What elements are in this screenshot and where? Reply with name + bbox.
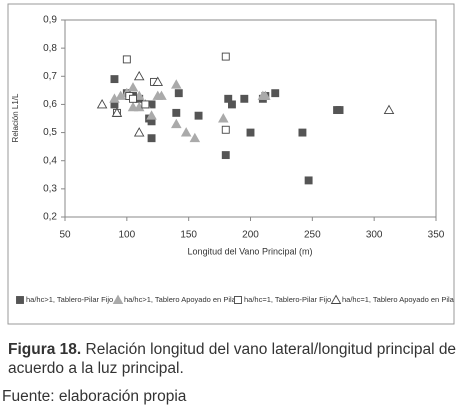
x-tick-label: 150	[180, 230, 197, 241]
point	[227, 100, 236, 109]
caption: Figura 18. Relación longitud del vano la…	[8, 340, 460, 378]
legend-marker	[234, 296, 242, 304]
legend-label: ha/hc=1, Tablero-Pilar Fijo	[244, 295, 331, 304]
y-tick-label: 0,5	[43, 127, 57, 138]
legend-label: ha/hc>1, Tablero Apoyado en Pila	[124, 295, 237, 304]
point	[221, 52, 230, 61]
y-tick-label: 0,7	[43, 71, 57, 82]
caption-label: Figura 18.	[8, 341, 82, 358]
point	[174, 89, 183, 98]
x-tick-label: 250	[304, 230, 321, 241]
point	[146, 110, 157, 120]
legend-marker	[112, 294, 124, 304]
chart-frame	[7, 3, 455, 325]
point	[127, 82, 139, 92]
y-axis-label: Relación L1/L	[11, 93, 20, 142]
point	[133, 70, 145, 81]
point	[194, 111, 203, 120]
x-tick-label: 300	[366, 230, 383, 241]
point	[141, 100, 150, 109]
y-tick-label: 0,2	[43, 212, 57, 223]
y-tick-label: 0,3	[43, 183, 57, 194]
point	[218, 113, 229, 123]
point	[335, 106, 344, 115]
point	[110, 75, 119, 84]
point	[189, 132, 201, 143]
y-tick-label: 0,4	[43, 155, 57, 166]
plot-frame	[64, 19, 437, 218]
point	[156, 90, 167, 100]
y-tick-label: 0,6	[43, 99, 57, 110]
legend-marker	[16, 296, 24, 304]
x-tick-label: 200	[242, 230, 259, 241]
point	[152, 76, 164, 86]
point	[172, 108, 181, 117]
y-tick-label: 0,9	[43, 15, 57, 26]
point	[246, 128, 255, 137]
point	[221, 125, 230, 134]
point	[221, 151, 230, 160]
point	[127, 101, 139, 112]
point	[304, 176, 313, 185]
point	[383, 104, 395, 115]
point	[171, 118, 182, 129]
x-tick-label: 100	[118, 230, 135, 241]
legend-marker	[330, 294, 342, 304]
point	[96, 99, 108, 109]
point	[260, 90, 271, 100]
point	[122, 55, 131, 64]
caption-text: Relación longitud del vano lateral/longi…	[8, 341, 457, 377]
point	[298, 128, 307, 137]
source: Fuente: elaboración propia	[2, 388, 187, 405]
point	[271, 89, 280, 98]
x-axis-label: Longitud del Vano Principal (m)	[188, 246, 313, 256]
point	[171, 79, 182, 89]
point	[147, 134, 156, 143]
legend-label: ha/hc>1, Tablero-Pilar Fijo	[26, 295, 113, 304]
point	[129, 94, 137, 103]
point	[133, 127, 145, 137]
x-tick-label: 50	[59, 230, 71, 241]
point	[111, 107, 123, 117]
point	[180, 127, 192, 137]
point	[240, 94, 249, 103]
chart: Longitud del Vano Principal (m) Relación…	[7, 3, 455, 325]
y-tick-label: 0,8	[43, 43, 57, 54]
x-tick-label: 350	[428, 230, 445, 241]
legend-label: ha/hc=1, Tablero Apoyado en Pila	[342, 295, 455, 304]
